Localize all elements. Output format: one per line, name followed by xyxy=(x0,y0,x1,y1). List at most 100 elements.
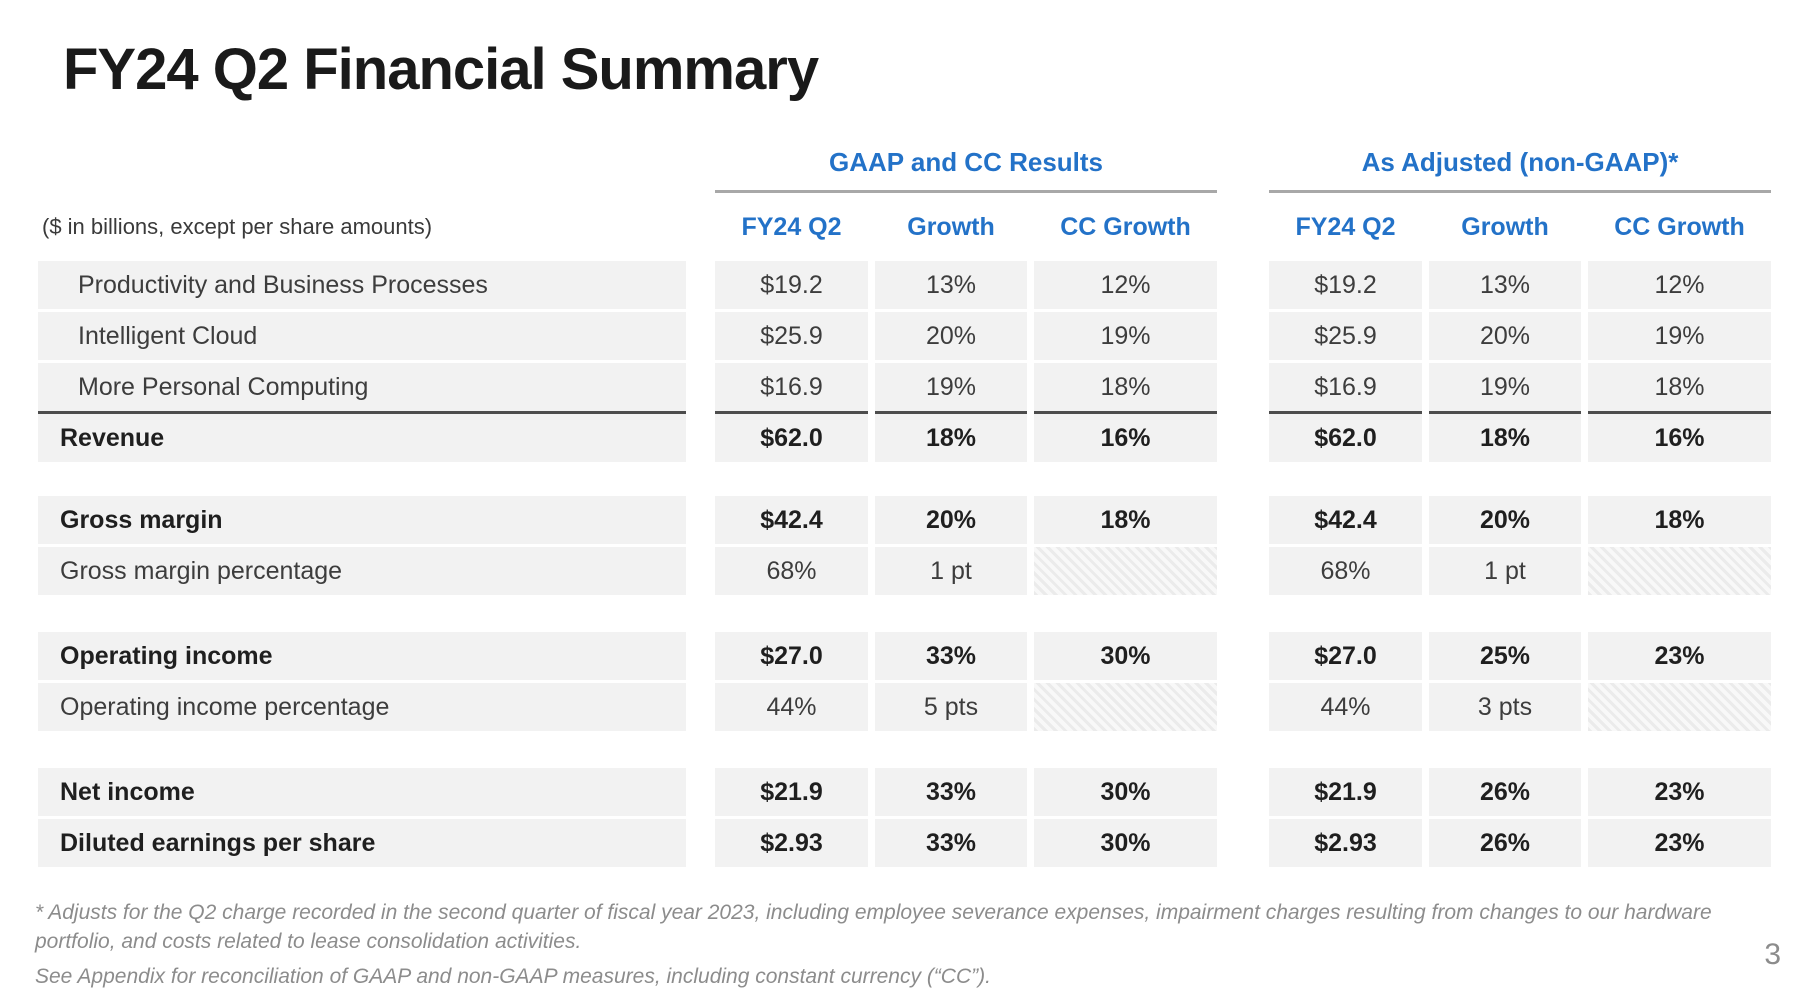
column-header-gaap-ccgrowth: CC Growth xyxy=(1060,212,1191,241)
value-cell: $27.0 xyxy=(1269,632,1422,680)
value-cell: 1 pt xyxy=(875,547,1027,595)
value-cell: 13% xyxy=(1429,261,1581,309)
value-cell: 18% xyxy=(1034,496,1217,544)
value-cell: 26% xyxy=(1429,819,1581,867)
value-cell: 16% xyxy=(1588,411,1771,462)
value-cell: 33% xyxy=(875,768,1027,816)
table-row: Net income $21.9 33% 30% $21.9 26% 23% xyxy=(38,768,1771,816)
value-cell: 20% xyxy=(1429,496,1581,544)
value-cell: 30% xyxy=(1034,632,1217,680)
value-cell: $19.2 xyxy=(1269,261,1422,309)
footnotes: * Adjusts for the Q2 charge recorded in … xyxy=(35,898,1747,991)
value-cell: 19% xyxy=(1588,312,1771,360)
table-row: More Personal Computing $16.9 19% 18% $16.9 1… xyxy=(38,363,1771,411)
table-row: Operating income percentage 44% 5 pts 44% 3 … xyxy=(38,683,1771,731)
empty-hatched-cell xyxy=(1034,547,1217,595)
value-cell: $42.4 xyxy=(1269,496,1422,544)
value-cell: 23% xyxy=(1588,768,1771,816)
row-label: Diluted earnings per share xyxy=(38,819,686,867)
value-cell: 18% xyxy=(1429,411,1581,462)
table-row: Revenue $62.0 18% 16% $62.0 18% 16% xyxy=(38,411,1771,462)
value-cell: 30% xyxy=(1034,768,1217,816)
value-cell: 3 pts xyxy=(1429,683,1581,731)
value-cell: 19% xyxy=(1429,363,1581,411)
column-header-nongaap-ccgrowth: CC Growth xyxy=(1614,212,1745,241)
page-number: 3 xyxy=(1764,938,1781,971)
table-rows: Productivity and Business Processes $19.2… xyxy=(38,261,1771,867)
value-cell: 20% xyxy=(875,312,1027,360)
value-cell: 18% xyxy=(875,411,1027,462)
empty-hatched-cell xyxy=(1588,683,1771,731)
row-label: More Personal Computing xyxy=(38,363,686,411)
group-header-gaap: GAAP and CC Results xyxy=(715,140,1217,193)
value-cell: 33% xyxy=(875,632,1027,680)
value-cell: 18% xyxy=(1588,496,1771,544)
row-label: Operating income xyxy=(38,632,686,680)
value-cell: $16.9 xyxy=(1269,363,1422,411)
units-note: ($ in billions, except per share amounts… xyxy=(42,214,433,239)
value-cell: $21.9 xyxy=(1269,768,1422,816)
table-row: Intelligent Cloud $25.9 20% 19% $25.9 20% 19% xyxy=(38,312,1771,360)
value-cell: 25% xyxy=(1429,632,1581,680)
value-cell: $2.93 xyxy=(1269,819,1422,867)
table-row: Diluted earnings per share $2.93 33% 30% $2.… xyxy=(38,819,1771,867)
value-cell: 20% xyxy=(875,496,1027,544)
table-row: Gross margin $42.4 20% 18% $42.4 20% 18% xyxy=(38,496,1771,544)
value-cell: $16.9 xyxy=(715,363,868,411)
value-cell: 1 pt xyxy=(1429,547,1581,595)
value-cell: $21.9 xyxy=(715,768,868,816)
value-cell: 23% xyxy=(1588,819,1771,867)
row-label: Net income xyxy=(38,768,686,816)
value-cell: 5 pts xyxy=(875,683,1027,731)
value-cell: 68% xyxy=(715,547,868,595)
value-cell: 18% xyxy=(1034,363,1217,411)
value-cell: 23% xyxy=(1588,632,1771,680)
value-cell: 19% xyxy=(1034,312,1217,360)
column-header-nongaap-growth: Growth xyxy=(1461,212,1549,241)
value-cell: $42.4 xyxy=(715,496,868,544)
empty-hatched-cell xyxy=(1588,547,1771,595)
footnote-adjustment: * Adjusts for the Q2 charge recorded in … xyxy=(35,901,1712,953)
value-cell: $27.0 xyxy=(715,632,868,680)
column-header-nongaap-fy24q2: FY24 Q2 xyxy=(1295,212,1396,241)
value-cell: 16% xyxy=(1034,411,1217,462)
section-spacer xyxy=(38,598,1771,632)
row-label: Gross margin percentage xyxy=(38,547,686,595)
column-header-gaap-growth: Growth xyxy=(907,212,995,241)
empty-hatched-cell xyxy=(1034,683,1217,731)
row-label: Intelligent Cloud xyxy=(38,312,686,360)
footnote-appendix: See Appendix for reconciliation of GAAP … xyxy=(35,965,991,988)
value-cell: 18% xyxy=(1588,363,1771,411)
table-row: Productivity and Business Processes $19.2… xyxy=(38,261,1771,309)
value-cell: 20% xyxy=(1429,312,1581,360)
value-cell: $62.0 xyxy=(715,411,868,462)
row-label: Productivity and Business Processes xyxy=(38,261,686,309)
row-label: Operating income percentage xyxy=(38,683,686,731)
value-cell: 30% xyxy=(1034,819,1217,867)
value-cell: 19% xyxy=(875,363,1027,411)
value-cell: 26% xyxy=(1429,768,1581,816)
section-spacer xyxy=(38,462,1771,496)
value-cell: 68% xyxy=(1269,547,1422,595)
column-header-row: ($ in billions, except per share amounts… xyxy=(38,193,1771,261)
group-header-nongaap: As Adjusted (non-GAAP)* xyxy=(1269,140,1771,193)
group-header-row: GAAP and CC Results As Adjusted (non-GAA… xyxy=(38,140,1771,193)
section-spacer xyxy=(38,734,1771,768)
value-cell: 44% xyxy=(715,683,868,731)
table-row: Operating income $27.0 33% 30% $27.0 25% 23% xyxy=(38,632,1771,680)
row-label: Revenue xyxy=(38,411,686,462)
column-header-gaap-fy24q2: FY24 Q2 xyxy=(741,212,842,241)
value-cell: $25.9 xyxy=(1269,312,1422,360)
value-cell: $25.9 xyxy=(715,312,868,360)
financial-summary-table: GAAP and CC Results As Adjusted (non-GAA… xyxy=(38,140,1771,870)
value-cell: 33% xyxy=(875,819,1027,867)
slide-title: FY24 Q2 Financial Summary xyxy=(63,37,819,102)
value-cell: 12% xyxy=(1588,261,1771,309)
table-row: Gross margin percentage 68% 1 pt 68% 1 pt xyxy=(38,547,1771,595)
value-cell: 12% xyxy=(1034,261,1217,309)
value-cell: $62.0 xyxy=(1269,411,1422,462)
value-cell: 44% xyxy=(1269,683,1422,731)
value-cell: 13% xyxy=(875,261,1027,309)
value-cell: $2.93 xyxy=(715,819,868,867)
